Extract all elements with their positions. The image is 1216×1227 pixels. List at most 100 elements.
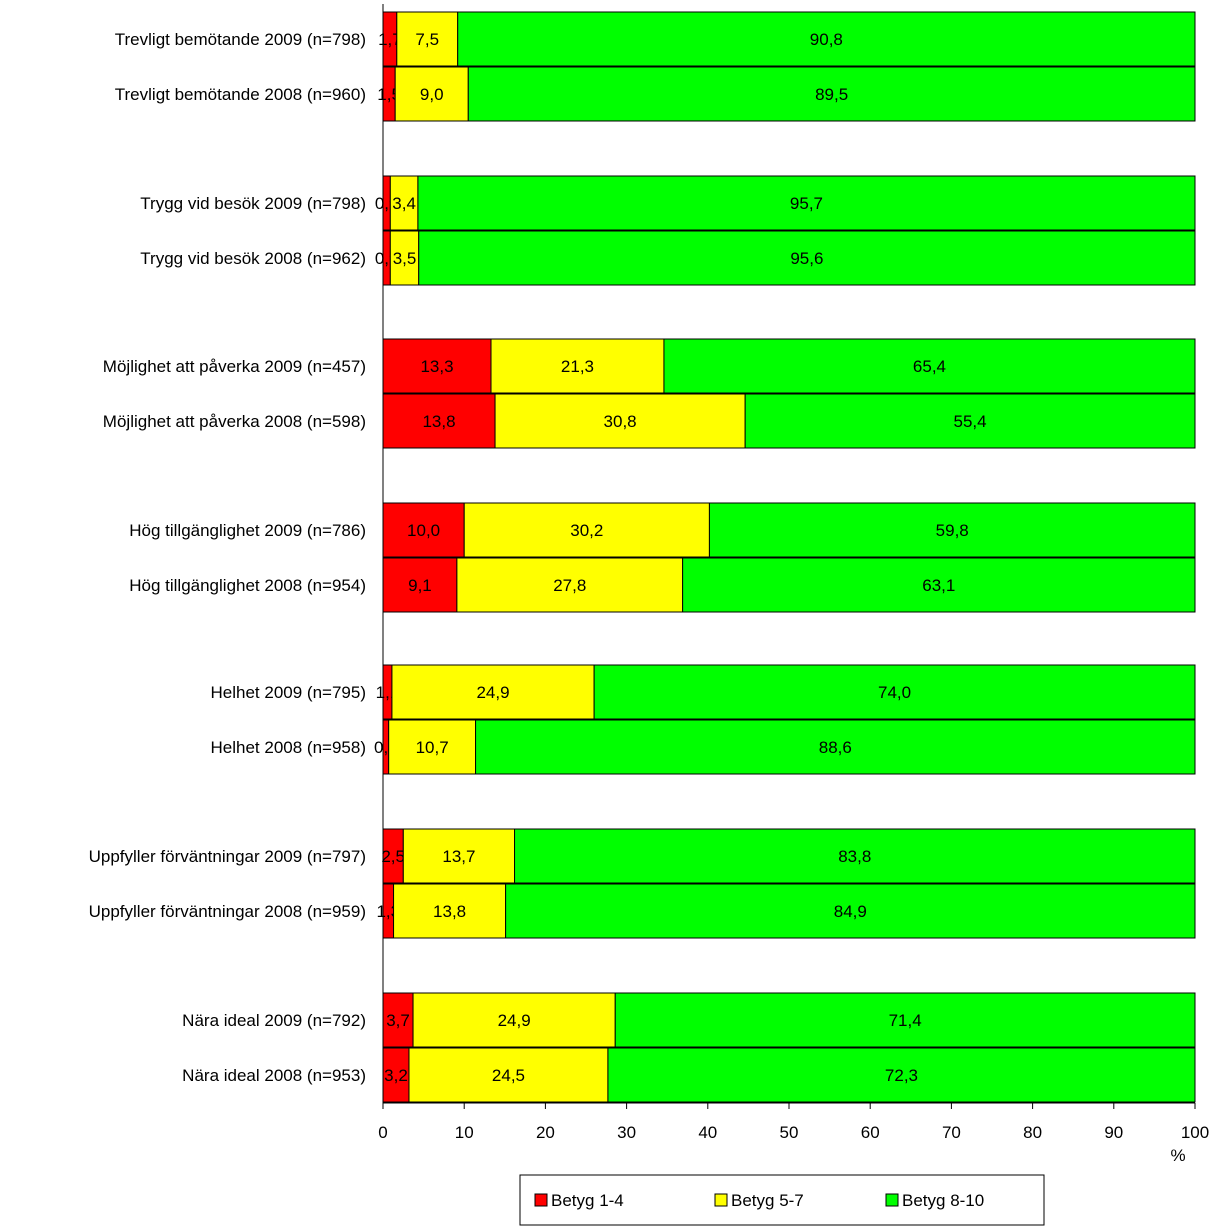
bar-segment [418, 230, 1196, 286]
data-label: 71,4 [889, 1011, 922, 1030]
x-tick-label: 70 [942, 1123, 961, 1142]
legend-label: Betyg 8-10 [902, 1191, 984, 1210]
bar-segment [457, 11, 1196, 67]
category-label: Möjlighet att påverka 2009 (n=457) [103, 357, 366, 376]
data-label: 88,6 [819, 738, 852, 757]
data-label: 24,9 [476, 683, 509, 702]
bar-segment [490, 338, 665, 394]
bar-segment [467, 66, 1196, 122]
category-label: Helhet 2008 (n=958) [211, 738, 366, 757]
category-labels: Trevligt bemötande 2009 (n=798) Trevligt … [89, 30, 366, 1085]
category-label: Trevligt bemötande 2009 (n=798) [115, 30, 366, 49]
x-tick-label: 90 [1104, 1123, 1123, 1142]
data-label: 84,9 [834, 902, 867, 921]
legend-label: Betyg 5-7 [731, 1191, 804, 1210]
x-axis: % 0 10 20 30 40 50 60 70 80 90 100 [378, 4, 1209, 1165]
bar-segment [394, 66, 469, 122]
data-label: 83,8 [838, 847, 871, 866]
data-label: 9,0 [420, 85, 444, 104]
data-label: 30,8 [604, 412, 637, 431]
x-tick-label: 20 [536, 1123, 555, 1142]
data-label: 10,7 [416, 738, 449, 757]
bar-segment [382, 1047, 410, 1103]
data-label: 2,5 [381, 847, 405, 866]
category-label: Trevligt bemötande 2008 (n=960) [115, 85, 366, 104]
legend-swatch [714, 1193, 728, 1207]
bar-segment [744, 393, 1196, 449]
bar-segment [393, 883, 507, 939]
data-label: 13,8 [433, 902, 466, 921]
data-label: 27,8 [553, 576, 586, 595]
data-label: 24,9 [498, 1011, 531, 1030]
bar-segment [382, 393, 496, 449]
data-label: 7,5 [415, 30, 439, 49]
bar-segment [663, 338, 1196, 394]
category-label: Nära ideal 2009 (n=792) [182, 1011, 366, 1030]
bar-segment [389, 230, 420, 286]
data-label: 1,7 [378, 30, 402, 49]
data-label: 3,4 [392, 194, 416, 213]
x-tick-label: 100 [1181, 1123, 1209, 1142]
bar-segment [708, 502, 1196, 558]
data-label: 13,3 [420, 357, 453, 376]
data-label: 95,7 [790, 194, 823, 213]
category-label: Nära ideal 2008 (n=953) [182, 1066, 366, 1085]
category-label: Helhet 2009 (n=795) [211, 683, 366, 702]
bar-segment [382, 502, 465, 558]
x-tick-label: 50 [780, 1123, 799, 1142]
data-label: 3,5 [393, 249, 417, 268]
category-label: Uppfyller förväntningar 2008 (n=959) [89, 902, 366, 921]
bar-segment [417, 175, 1196, 231]
data-label: 63,1 [922, 576, 955, 595]
bar-segment [463, 502, 710, 558]
data-label: 90,8 [810, 30, 843, 49]
x-tick-label: 10 [455, 1123, 474, 1142]
category-label: Trygg vid besök 2009 (n=798) [140, 194, 366, 213]
x-tick-label: 30 [617, 1123, 636, 1142]
bar-segment [475, 719, 1196, 775]
category-label: Hög tillgänglighet 2009 (n=786) [129, 521, 366, 540]
bar-segment [607, 1047, 1196, 1103]
legend-label: Betyg 1-4 [551, 1191, 624, 1210]
data-label: 3,7 [386, 1011, 410, 1030]
legend-swatch [885, 1193, 899, 1207]
bar-segment [494, 393, 746, 449]
data-label: 30,2 [570, 521, 603, 540]
category-label: Trygg vid besök 2008 (n=962) [140, 249, 366, 268]
data-label: 72,3 [885, 1066, 918, 1085]
bar-segment [593, 664, 1196, 720]
data-label: 59,8 [936, 521, 969, 540]
data-label: 13,8 [422, 412, 455, 431]
data-label: 95,6 [790, 249, 823, 268]
data-label: 9,1 [408, 576, 432, 595]
legend: Betyg 1-4 Betyg 5-7 Betyg 8-10 [519, 1174, 1045, 1226]
category-label: Möjlighet att påverka 2008 (n=598) [103, 412, 366, 431]
category-label: Uppfyller förväntningar 2009 (n=797) [89, 847, 366, 866]
bar-segment [408, 1047, 609, 1103]
bar-segment [456, 557, 684, 613]
bar-segment [402, 828, 516, 884]
data-label: 89,5 [815, 85, 848, 104]
bar-segment [388, 719, 477, 775]
legend-box [519, 1174, 1045, 1226]
bar-segment [382, 557, 458, 613]
data-label: 24,5 [492, 1066, 525, 1085]
data-label: 13,7 [442, 847, 475, 866]
bar-segment [382, 992, 414, 1048]
legend-swatch [534, 1193, 548, 1207]
x-tick-label: 80 [1023, 1123, 1042, 1142]
bar-segment [382, 338, 492, 394]
x-axis-unit: % [1170, 1146, 1185, 1165]
bars-layer: 1,7 7,5 90,81,5 9,0 89,50,93,4 95,70,93,5 95,6… [374, 11, 1196, 1103]
bar-segment [514, 828, 1196, 884]
bar-segment [505, 883, 1196, 939]
data-label: 74,0 [878, 683, 911, 702]
data-label: 3,2 [384, 1066, 408, 1085]
bar-segment [682, 557, 1196, 613]
data-label: 55,4 [954, 412, 987, 431]
bar-segment [396, 11, 459, 67]
category-label: Hög tillgänglighet 2008 (n=954) [129, 576, 366, 595]
bar-segment [614, 992, 1196, 1048]
x-tick-label: 60 [861, 1123, 880, 1142]
